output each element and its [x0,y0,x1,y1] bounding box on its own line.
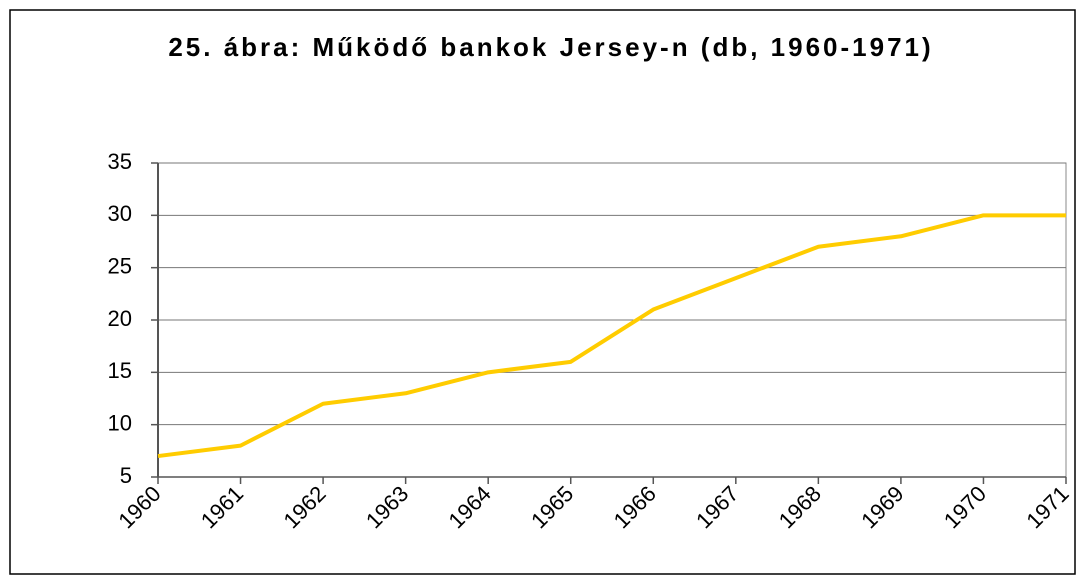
x-tick-label: 1962 [278,481,330,533]
x-tick-label: 1964 [444,481,496,533]
y-tick-label: 15 [108,358,132,383]
y-tick-label: 30 [108,201,132,226]
y-tick-label: 20 [108,306,132,331]
x-tick-label: 1965 [526,481,578,533]
y-tick-label: 10 [108,410,132,435]
x-tick-label: 1968 [774,481,826,533]
chart-title: 25. ábra: Működő bankok Jersey-n (db, 19… [168,32,934,62]
x-tick-label: 1967 [691,481,743,533]
y-tick-label: 5 [120,463,132,488]
x-tick-label: 1966 [609,481,661,533]
x-tick-label: 1960 [113,481,165,533]
x-tick-label: 1971 [1021,481,1073,533]
chart-border [9,9,1076,575]
y-tick-label: 35 [108,149,132,174]
data-line [157,213,1066,459]
y-tick-label: 25 [108,253,132,278]
x-tick-label: 1970 [939,481,991,533]
x-tick-label: 1963 [361,481,413,533]
x-tick-label: 1961 [196,481,248,533]
x-tick-label: 1969 [856,481,908,533]
